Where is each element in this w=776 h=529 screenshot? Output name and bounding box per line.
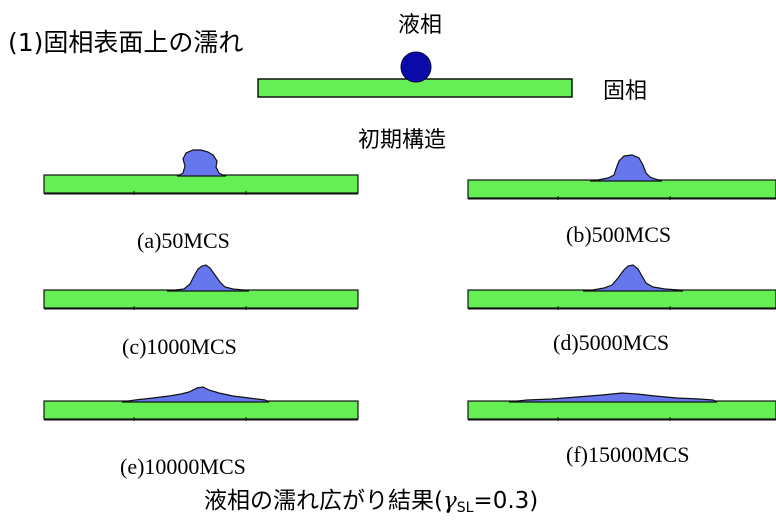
caption-gamma-symbol: γ xyxy=(442,488,457,514)
solid-phase-label: 固相 xyxy=(603,79,648,104)
panel-a-label: (a)50MCS xyxy=(137,228,230,253)
panel-c-diagram xyxy=(43,264,359,310)
panel-e-diagram xyxy=(43,386,359,421)
panel-c-droplet xyxy=(166,264,250,292)
panel-f-label: (f)15000MCS xyxy=(566,442,690,467)
panel-d-diagram xyxy=(467,264,776,310)
caption-suffix: =0.3) xyxy=(473,488,539,514)
initial-structure-label: 初期構造 xyxy=(358,128,447,153)
panel-f-droplet xyxy=(508,392,718,403)
panel-e-label: (e)10000MCS xyxy=(120,454,246,479)
panel-b-diagram xyxy=(467,154,776,200)
initial-droplet xyxy=(400,51,432,83)
liquid-phase-label: 液相 xyxy=(398,13,443,38)
panel-f-substrate xyxy=(467,400,776,420)
panel-b-label: (b)500MCS xyxy=(566,222,672,247)
panel-c-label: (c)1000MCS xyxy=(122,334,237,359)
panel-b-droplet xyxy=(589,154,663,182)
panel-a-droplet xyxy=(176,149,227,177)
panel-b-substrate xyxy=(467,179,776,199)
figure-heading: (1)固相表面上の濡れ xyxy=(8,28,244,57)
panel-f-diagram xyxy=(467,392,776,421)
panel-a-diagram xyxy=(43,149,359,195)
panel-d-droplet xyxy=(582,264,684,292)
initial-structure-diagram xyxy=(257,51,573,98)
caption-subscript: SL xyxy=(456,500,474,516)
panel-a-substrate xyxy=(43,174,359,194)
figure-caption: 液相の濡れ広がり結果(γSL=0.3) xyxy=(204,488,539,516)
panel-e-substrate xyxy=(43,400,359,420)
panel-e-droplet xyxy=(121,386,270,403)
panel-d-substrate xyxy=(467,289,776,309)
caption-prefix: 液相の濡れ広がり結果( xyxy=(204,488,443,514)
panel-d-label: (d)5000MCS xyxy=(553,330,670,355)
panel-c-substrate xyxy=(43,289,359,309)
